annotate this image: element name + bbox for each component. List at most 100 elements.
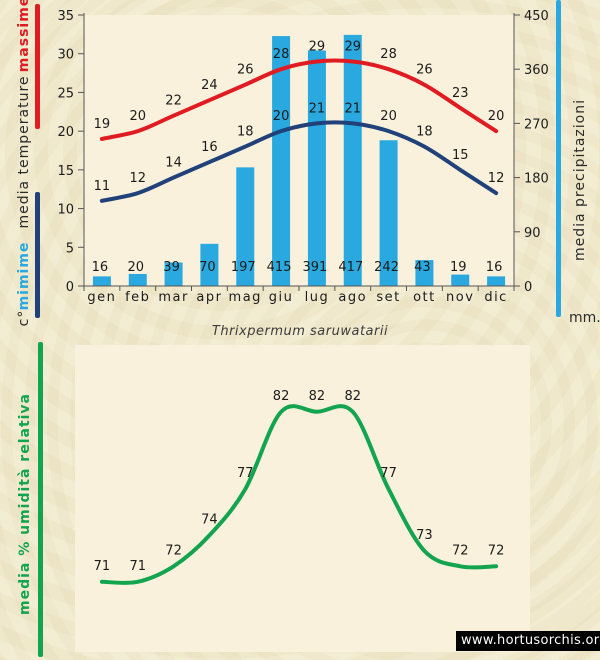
- month-label-ago: ago: [338, 290, 367, 305]
- massime-value-giu: 28: [273, 47, 290, 62]
- left-tick-label: 0: [66, 280, 74, 295]
- precip-bar-nov: [451, 274, 470, 286]
- left-tick-label: 15: [57, 164, 74, 179]
- precip-bar-feb: [128, 273, 147, 286]
- minime-value-mar: 14: [165, 156, 182, 171]
- month-label-apr: apr: [196, 290, 222, 305]
- precip-value-mag: 197: [231, 260, 256, 275]
- humidity-value-set: 77: [380, 466, 397, 481]
- humidity-value-feb: 71: [129, 559, 146, 574]
- massime-value-ott: 26: [416, 63, 433, 78]
- precip-bar-apr: [200, 243, 219, 286]
- precip-value-gen: 16: [92, 260, 109, 275]
- left-tick-label: 20: [57, 125, 74, 140]
- massime-value-set: 28: [380, 47, 397, 62]
- precip-value-apr: 70: [199, 260, 216, 275]
- massime-value-feb: 20: [129, 109, 146, 124]
- precip-value-set: 242: [374, 260, 399, 275]
- precip-value-lug: 391: [303, 260, 328, 275]
- media-temperature-axis-label: media temperature: [16, 75, 32, 229]
- minime-value-lug: 21: [309, 101, 326, 116]
- species-title: Thrixpermum saruwatarii: [211, 324, 389, 339]
- right-tick-label: 450: [524, 9, 549, 24]
- month-label-nov: nov: [446, 290, 474, 305]
- massime-line: [99, 58, 499, 141]
- humidity-plot-area: [75, 345, 530, 652]
- humidity-value-apr: 74: [201, 512, 218, 527]
- precip-value-dic: 16: [486, 260, 503, 275]
- watermark: www.hortusorchis.org: [456, 631, 600, 651]
- month-label-feb: feb: [125, 290, 150, 305]
- precip-bar-set: [379, 140, 398, 286]
- precip-bar-gen: [92, 276, 111, 286]
- minime-value-gen: 11: [94, 179, 111, 194]
- month-label-gen: gen: [87, 290, 116, 305]
- precip-value-ago: 417: [338, 260, 363, 275]
- humidity-value-giu: 82: [273, 389, 290, 404]
- minime-value-ott: 18: [416, 125, 433, 140]
- precip-bar-ott: [415, 260, 434, 286]
- precip-value-mar: 39: [163, 260, 180, 275]
- humidity-value-nov: 72: [452, 543, 469, 558]
- minime-value-nov: 15: [452, 148, 469, 163]
- massime-value-lug: 29: [309, 39, 326, 54]
- month-label-giu: giu: [269, 290, 294, 305]
- massime-value-apr: 24: [201, 78, 218, 93]
- humidity-line: [99, 404, 499, 585]
- minime-value-mag: 18: [237, 125, 254, 140]
- humidity-axis-label: media % umidità relativa: [17, 392, 33, 616]
- massime-value-dic: 20: [488, 109, 505, 124]
- humidity-value-lug: 82: [309, 389, 326, 404]
- left-tick-label: 35: [57, 9, 74, 24]
- precip-bar-dic: [487, 276, 506, 286]
- left-tick-label: 25: [57, 86, 74, 101]
- month-label-mag: mag: [229, 290, 262, 305]
- temperature-precipitation-chart: 0 5 10 15 20 25 30 35 0 90 180 270 360 450 gen feb mar ap…: [57, 9, 549, 305]
- plot-area: [84, 15, 514, 286]
- precip-bar-giu: [272, 36, 291, 287]
- minime-line: [99, 120, 499, 203]
- month-label-ott: ott: [413, 290, 436, 305]
- precip-value-feb: 20: [127, 260, 144, 275]
- massime-value-nov: 23: [452, 86, 469, 101]
- precipitation-accent-line: [556, 0, 561, 317]
- minime-value-giu: 20: [273, 109, 290, 124]
- right-tick-label: 270: [524, 117, 549, 132]
- right-tick-label: 90: [524, 226, 541, 241]
- minime-value-ago: 21: [344, 101, 361, 116]
- humidity-value-ott: 73: [416, 528, 433, 543]
- minime-axis-label: mimime: [16, 241, 32, 311]
- precipitation-axis-label: media precipitazioni: [572, 98, 588, 262]
- humidity-accent-line: [38, 342, 43, 657]
- humidity-chart: 71 71 72 74 77 82 82 82 77 73 72 72: [75, 345, 530, 652]
- humidity-value-dic: 72: [488, 543, 505, 558]
- humidity-value-mar: 72: [165, 543, 182, 558]
- precip-bar-ago: [343, 34, 362, 286]
- right-tick-label: 0: [524, 280, 532, 295]
- precip-bar-lug: [307, 50, 326, 286]
- massime-value-mag: 26: [237, 63, 254, 78]
- humidity-value-gen: 71: [94, 559, 111, 574]
- left-tick-label: 5: [66, 241, 74, 256]
- precip-value-nov: 19: [450, 260, 467, 275]
- month-label-set: set: [376, 290, 400, 305]
- minime-value-dic: 12: [488, 171, 505, 186]
- minime-value-apr: 16: [201, 140, 218, 155]
- left-tick-label: 10: [57, 203, 74, 218]
- minime-value-feb: 12: [129, 171, 146, 186]
- humidity-value-ago: 82: [344, 389, 361, 404]
- month-label-lug: lug: [305, 290, 330, 305]
- precip-value-ott: 43: [414, 260, 431, 275]
- minime-value-set: 20: [380, 109, 397, 124]
- mm-unit-label: mm.: [569, 310, 600, 326]
- minime-accent-line: [35, 192, 40, 318]
- month-label-dic: dic: [484, 290, 508, 305]
- right-tick-label: 360: [524, 63, 549, 78]
- precip-bar-mag: [236, 167, 255, 286]
- massime-axis-label: massime: [16, 0, 32, 73]
- humidity-value-mag: 77: [237, 466, 254, 481]
- precip-value-giu: 415: [267, 260, 292, 275]
- massime-value-mar: 22: [165, 94, 182, 109]
- left-tick-label: 30: [57, 48, 74, 63]
